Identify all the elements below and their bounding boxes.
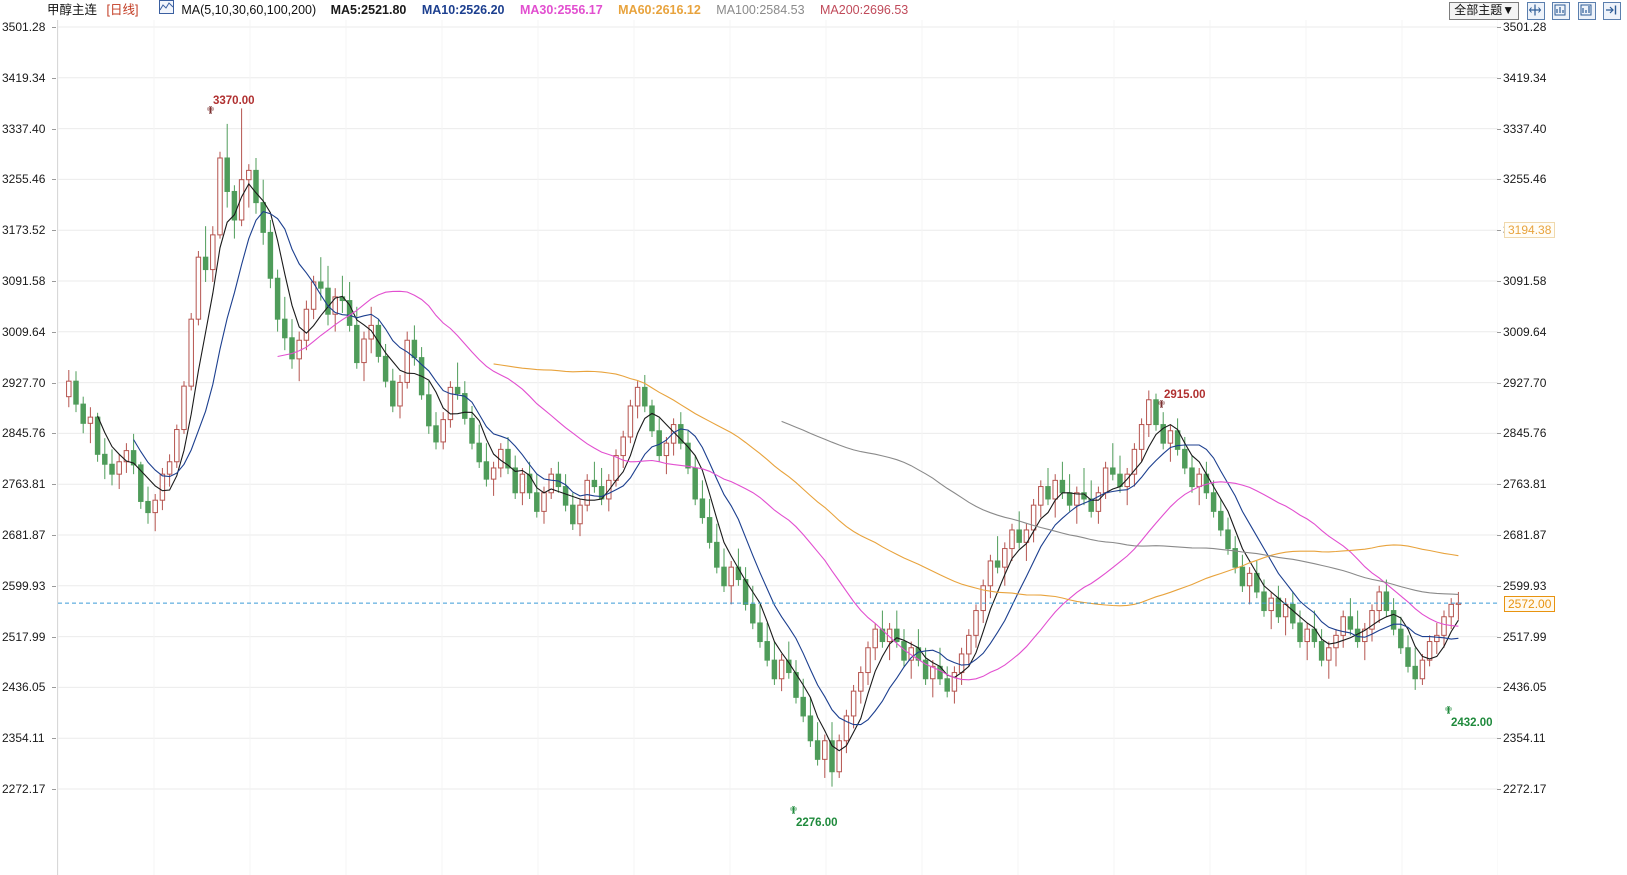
annotation-low-2432: 2432.00 (1451, 717, 1493, 729)
axis-tick-label: 2763.81 (1503, 477, 1547, 492)
zoom-in-icon[interactable] (1577, 2, 1596, 20)
axis-tick-mark (52, 738, 56, 740)
axis-tick-mark (1497, 179, 1501, 181)
ma60-value: MA60:2616.12 (618, 3, 701, 17)
axis-highlight-upper: 3194.38 (1504, 222, 1556, 238)
plot-canvas (58, 20, 1498, 875)
candlestick-plot[interactable] (57, 20, 1498, 875)
axis-tick-mark (52, 636, 56, 638)
axis-tick-mark (52, 382, 56, 384)
axis-tick-mark (52, 128, 56, 130)
axis-tick-mark (1497, 27, 1501, 28)
zoom-out-icon[interactable] (1552, 2, 1571, 20)
axis-tick-label: 3091.58 (1503, 273, 1547, 288)
axis-tick-label: 2599.93 (1503, 578, 1547, 593)
axis-tick-mark (1497, 687, 1501, 689)
ma100-value: MA100:2584.53 (716, 3, 805, 17)
ma5-value: MA5:2521.80 (330, 3, 407, 17)
axis-tick-mark (52, 687, 56, 689)
axis-tick-mark (52, 77, 56, 79)
axis-tick-label: 3419.34 (1503, 70, 1547, 85)
ma30-value: MA30:2556.17 (519, 3, 603, 17)
price-axis-left[interactable]: 3501.28 3419.34 3337.40 3255.46 3173.52 3091.… (0, 0, 57, 875)
axis-tick-label: 2354.11 (1503, 731, 1546, 746)
theme-dropdown[interactable]: 全部主题▼ (1449, 2, 1520, 20)
axis-tick-mark (1497, 331, 1501, 333)
axis-tick-mark (52, 535, 56, 536)
axis-tick-mark (1497, 789, 1501, 790)
annotation-high-3370: 3370.00 (213, 95, 255, 107)
annotation-marker-low-2: ✟ (1444, 705, 1454, 717)
axis-tick-label: 2272.17 (1503, 782, 1547, 796)
axis-tick-mark (1497, 433, 1501, 435)
axis-tick-mark (52, 27, 56, 28)
axis-tick-mark (52, 484, 56, 486)
axis-tick-label: 3501.28 (1503, 20, 1547, 34)
axis-tick-mark (52, 789, 56, 790)
annotation-marker-low-1: ✟ (789, 805, 799, 817)
axis-tick-mark (52, 280, 56, 282)
symbol-name: 甲醇主连 (47, 3, 98, 17)
axis-tick-mark (1497, 636, 1501, 638)
axis-tick-mark (1497, 585, 1501, 587)
axis-tick-label: 3337.40 (1503, 121, 1547, 136)
annotation-high-2915: 2915.00 (1164, 389, 1206, 401)
axis-tick-mark (1497, 128, 1501, 130)
axis-tick-mark (1497, 738, 1501, 740)
axis-tick-label: 2845.76 (1503, 426, 1547, 441)
shift-right-icon[interactable] (1603, 2, 1621, 20)
axis-tick-label: 2517.99 (1503, 629, 1547, 644)
annotation-low-2276: 2276.00 (796, 817, 838, 829)
axis-tick-mark (1497, 382, 1501, 384)
axis-tick-mark (52, 585, 56, 587)
axis-tick-mark (1497, 230, 1501, 232)
annotation-marker-high-2: ✟ (1157, 399, 1167, 411)
axis-tick-label: 2927.70 (1503, 375, 1547, 390)
ma-indicator-title: MA(5,10,30,60,100,200) (181, 3, 317, 17)
axis-tick-label: 3009.64 (1503, 324, 1547, 339)
header-tools: 全部主题▼ (1449, 2, 1621, 20)
symbol-period: [日线] (106, 3, 139, 17)
crosshair-icon[interactable] (1526, 2, 1545, 20)
axis-tick-mark (52, 230, 56, 232)
annotation-marker-high-1: ✟ (206, 105, 216, 117)
ma200-value: MA200:2696.53 (820, 3, 909, 17)
axis-tick-mark (52, 179, 56, 181)
ma10-value: MA10:2526.20 (421, 3, 505, 17)
axis-tick-mark (1497, 484, 1501, 486)
axis-tick-mark (1497, 535, 1501, 536)
axis-highlight-last-price: 2572.00 (1504, 596, 1556, 613)
axis-tick-label: 2681.87 (1503, 528, 1547, 542)
axis-tick-label: 2436.05 (1503, 680, 1547, 695)
chart-header: 甲醇主连 [日线] MA(5,10,30,60,100,200) MA5:252… (0, 0, 1627, 20)
axis-tick-mark (1497, 280, 1501, 282)
ma-indicator-icon[interactable] (158, 0, 174, 14)
axis-tick-mark (52, 433, 56, 435)
price-axis-right[interactable]: 3501.283419.343337.403255.463173.523091.… (1497, 0, 1627, 875)
axis-tick-label: 3255.46 (1503, 172, 1547, 187)
axis-tick-mark (52, 331, 56, 333)
axis-tick-mark (1497, 77, 1501, 79)
